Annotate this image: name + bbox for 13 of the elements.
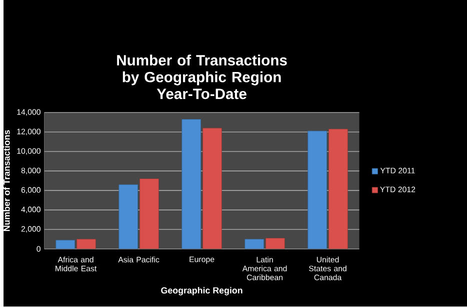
bar (266, 238, 285, 250)
bar (56, 240, 76, 250)
bar (328, 129, 348, 250)
x-axis-title: Geographic Region (161, 287, 242, 296)
chart-title: Number of Transactions by Geographic Region Year-To-Date (117, 54, 287, 100)
bar (182, 119, 201, 250)
bar (244, 239, 264, 250)
bar (140, 178, 159, 250)
bar (308, 131, 327, 250)
y-axis-title: Number of Transactions (3, 130, 10, 232)
bar (118, 184, 138, 250)
bar (76, 239, 96, 250)
bar (202, 128, 222, 250)
